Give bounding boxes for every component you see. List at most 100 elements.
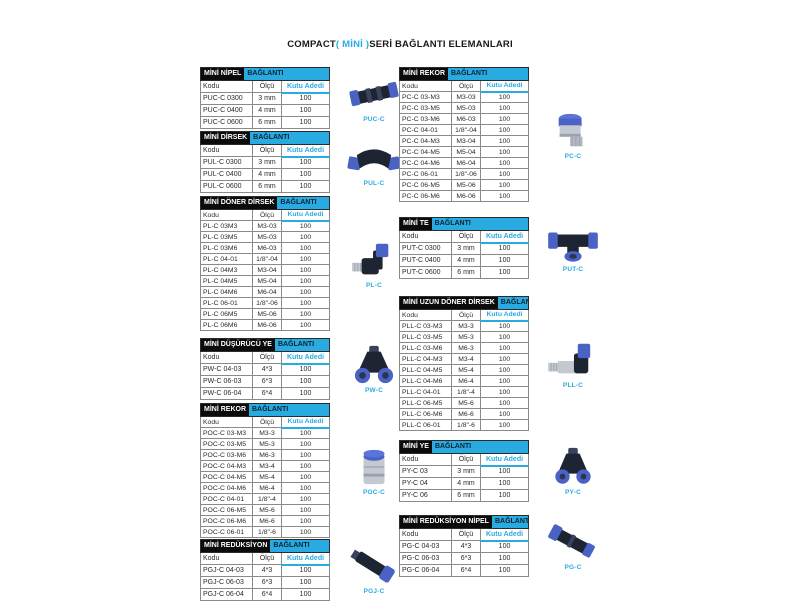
cell-kodu: PUT-C 0300 xyxy=(399,242,452,255)
column-header-kodu: Kodu xyxy=(200,209,253,221)
cell-kodu: POC-C 06-M5 xyxy=(200,504,253,516)
cell-kodu: PLL-C 03-M3 xyxy=(399,320,452,332)
cell-kodu: POC-C 06-01 xyxy=(200,526,253,538)
table-header-bar: MİNİ DÜŞÜRÜCÜ YE BAĞLANTI xyxy=(199,338,331,352)
cell-kutu: 100 xyxy=(281,493,330,505)
table-row: PL-C 06-01 1/8"-06 100 xyxy=(200,297,330,309)
table-row: PUC-C 0300 3 mm 100 xyxy=(200,92,331,105)
elbow-union-icon xyxy=(347,137,401,179)
product-table: MİNİ REDÜKSİYON BAĞLANTI Kodu Ölçü Kutu Aded… xyxy=(199,539,331,601)
cell-kutu: 100 xyxy=(480,342,529,354)
cell-kutu: 100 xyxy=(281,297,330,309)
cell-olcu: M5-04 xyxy=(451,146,481,158)
column-header-row: Kodu Ölçü Kutu Adedi xyxy=(399,453,530,467)
table-title-suffix: BAĞLANTI xyxy=(280,199,317,206)
cell-kutu: 100 xyxy=(479,564,530,577)
table-row: PGJ-C 06-04 6*4 100 xyxy=(200,588,331,601)
table-row: PLL-C 03-M6 M6-3 100 xyxy=(399,342,529,354)
table-row: PL-C 03M6 M6-03 100 xyxy=(200,242,330,254)
product-code-label: PL-C xyxy=(366,281,382,289)
cell-kodu: PLL-C 06-M5 xyxy=(399,397,452,409)
table-title: MİNİ TE xyxy=(400,218,432,230)
cell-kodu: PLL-C 03-M6 xyxy=(399,342,452,354)
cell-olcu: M5-06 xyxy=(451,179,481,191)
cell-olcu: 3 mm xyxy=(252,92,282,105)
table-row: PC-C 06-M5 M5-06 100 xyxy=(399,179,529,191)
cell-kutu: 100 xyxy=(480,157,529,169)
column-header-kutu: Kutu Adedi xyxy=(280,351,331,365)
column-header-kutu: Kutu Adedi xyxy=(281,144,330,158)
cell-kodu: PL-C 04M5 xyxy=(200,275,253,287)
cell-kutu: 100 xyxy=(480,397,529,409)
cell-kodu: PL-C 03M3 xyxy=(200,220,253,232)
table-row: PLL-C 06-01 1/8"-6 100 xyxy=(399,419,529,431)
cell-kodu: PUC-C 0600 xyxy=(200,116,253,129)
cell-kodu: POC-C 04-M6 xyxy=(200,482,253,494)
cell-kutu: 100 xyxy=(281,286,330,298)
cell-kutu: 100 xyxy=(281,168,330,181)
product-figure: PL-C xyxy=(340,239,408,289)
table-row: POC-C 04-M5 M5-4 100 xyxy=(200,471,330,483)
table-row: PLL-C 04-M3 M3-4 100 xyxy=(399,353,529,365)
table-title: MİNİ REDÜKSİYON xyxy=(201,540,271,552)
product-figure: PGJ-C xyxy=(340,545,408,595)
product-group-poc-c: MİNİ REKOR BAĞLANTI Kodu Ölçü Kutu Adedi POC-… xyxy=(200,403,408,538)
cell-kodu: PLL-C 04-M5 xyxy=(399,364,452,376)
product-figure: PUC-C xyxy=(340,73,408,123)
cell-olcu: 1/8"-6 xyxy=(252,526,282,538)
product-code-label: PLL-C xyxy=(562,381,584,389)
table-title-suffix: BAĞLANTI xyxy=(494,518,529,525)
cell-olcu: 6 mm xyxy=(451,489,481,502)
cell-olcu: 3 mm xyxy=(451,242,481,255)
cell-kodu: PLL-C 04-M6 xyxy=(399,375,452,387)
table-row: PC-C 04-M5 M5-04 100 xyxy=(399,146,529,158)
cell-kodu: PL-C 04M6 xyxy=(200,286,253,298)
column-header-row: Kodu Ölçü Kutu Adedi xyxy=(399,80,529,93)
table-title: MİNİ DİRSEK xyxy=(201,132,251,144)
cell-kutu: 100 xyxy=(281,264,330,276)
cell-kodu: PUC-C 0400 xyxy=(200,104,253,117)
column-header-kutu: Kutu Adedi xyxy=(480,80,529,93)
table-row: PUL-C 0600 6 mm 100 xyxy=(200,180,330,193)
cell-kutu: 100 xyxy=(480,91,529,103)
product-group-pul-c: MİNİ DİRSEK BAĞLANTI Kodu Ölçü Kutu Adedi PUL… xyxy=(200,131,408,193)
cell-kutu: 100 xyxy=(280,564,331,577)
table-title-suffix: BAĞLANTI xyxy=(253,134,290,141)
straight-union-icon xyxy=(347,73,401,115)
table-row: POC-C 06-M5 M5-6 100 xyxy=(200,504,330,516)
product-table: MİNİ UZUN DÖNER DİRSEKBAĞLANTIKoduÖlçüKu… xyxy=(399,296,529,431)
cell-kodu: POC-C 04-M5 xyxy=(200,471,253,483)
table-row: POC-C 04-01 1/8"-4 100 xyxy=(200,493,330,505)
column-header-kodu: Kodu xyxy=(200,80,253,93)
cell-kodu: PC-C 03-M6 xyxy=(399,113,452,125)
table-row: PGJ-C 04-03 4*3 100 xyxy=(200,564,331,577)
cell-kutu: 100 xyxy=(479,477,530,490)
cell-olcu: M6-4 xyxy=(451,375,481,387)
table-header-bar: MİNİ DÖNER DİRSEK BAĞLANTI xyxy=(200,196,330,210)
cell-kodu: PUL-C 0600 xyxy=(200,180,253,193)
product-table: MİNİ REKOR BAĞLANTI Kodu Ölçü Kutu Adedi POC-… xyxy=(200,403,330,538)
cell-kodu: POC-C 03-M3 xyxy=(200,427,253,439)
cell-kodu: PC-C 06-M5 xyxy=(399,179,452,191)
cell-kutu: 100 xyxy=(479,552,530,565)
cell-kodu: PW-C 04-03 xyxy=(200,363,253,376)
product-table: MİNİ YE BAĞLANTI Kodu Ölçü Kutu Adedi PY-C 03… xyxy=(398,440,530,502)
cell-olcu: M6-3 xyxy=(451,342,481,354)
product-table: MİNİ REKOR BAĞLANTI Kodu Ölçü Kutu Adedi PC-C… xyxy=(399,67,529,202)
product-table: MİNİ DİRSEK BAĞLANTI Kodu Ölçü Kutu Adedi PUL… xyxy=(200,131,330,193)
table-title: MİNİ NİPEL xyxy=(201,68,245,80)
cell-kodu: PLL-C 06-M6 xyxy=(399,408,452,420)
cell-kutu: 100 xyxy=(281,180,330,193)
table-row: PC-C 03-M6 M6-03 100 xyxy=(399,113,529,125)
product-group-pll-c: MİNİ UZUN DÖNER DİRSEKBAĞLANTIKoduÖlçüKu… xyxy=(399,296,607,431)
cell-kodu: PUL-C 0300 xyxy=(200,156,253,169)
table-row: PUT-C 0600 6 mm 100 xyxy=(399,266,530,279)
cell-olcu: M5-6 xyxy=(252,504,282,516)
cell-olcu: M5-03 xyxy=(451,102,481,114)
cell-olcu: 4*3 xyxy=(252,564,282,577)
cell-kodu: PL-C 06-01 xyxy=(200,297,253,309)
column-header-row: Kodu Ölçü Kutu Adedi xyxy=(200,144,330,158)
cell-kodu: PLL-C 04-01 xyxy=(399,386,452,398)
table-title-suffix: BAĞLANTI xyxy=(247,70,284,77)
table-row: PLL-C 06-M5 M5-6 100 xyxy=(399,397,529,409)
